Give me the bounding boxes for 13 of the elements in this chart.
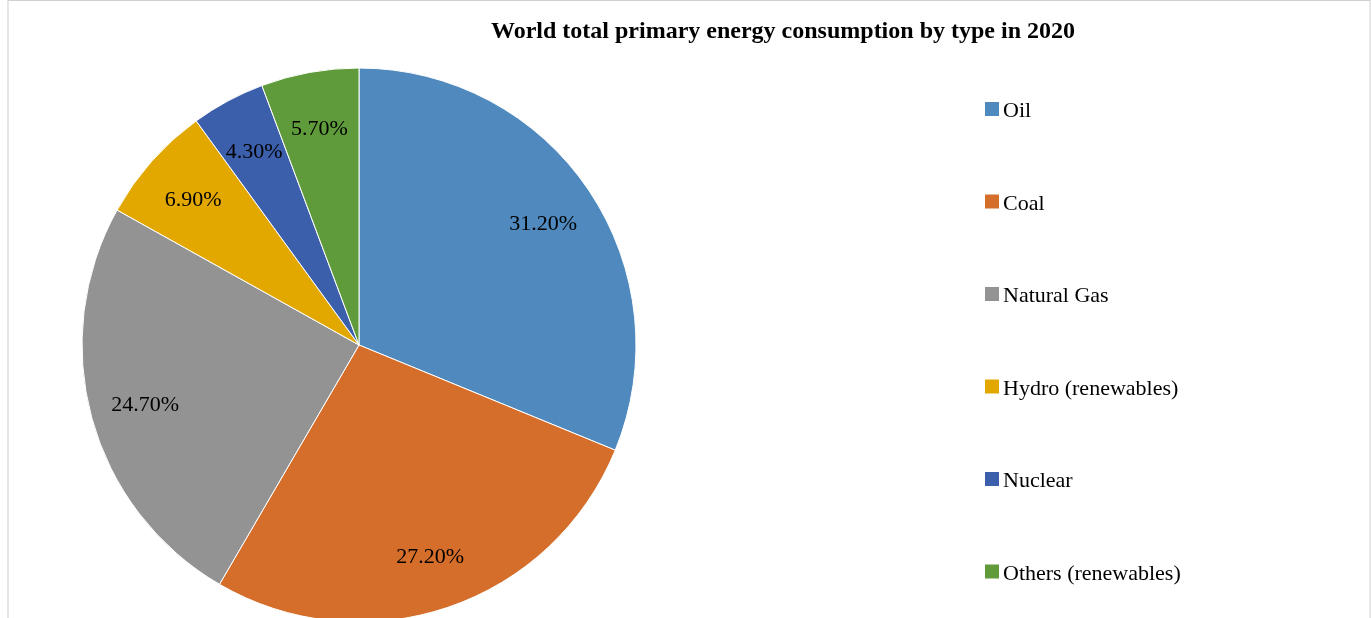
data-label: 6.90% [164, 185, 222, 211]
data-label: 31.20% [509, 209, 577, 235]
legend-label: Coal [1003, 189, 1045, 215]
legend-label: Oil [1003, 97, 1032, 122]
legend-label: Natural Gas [1003, 282, 1109, 307]
chart-title: World total primary energy consumption by type in 2020 [490, 17, 1076, 43]
data-label: 27.20% [396, 542, 465, 568]
legend-label: Hydro (renewables) [1003, 374, 1179, 400]
legend-label: Nuclear [1003, 467, 1074, 492]
data-label: 24.70% [111, 391, 180, 417]
data-label: 5.70% [291, 114, 348, 140]
legend-label: Others (renewables) [1003, 559, 1181, 585]
data-label: 4.30% [225, 137, 283, 163]
